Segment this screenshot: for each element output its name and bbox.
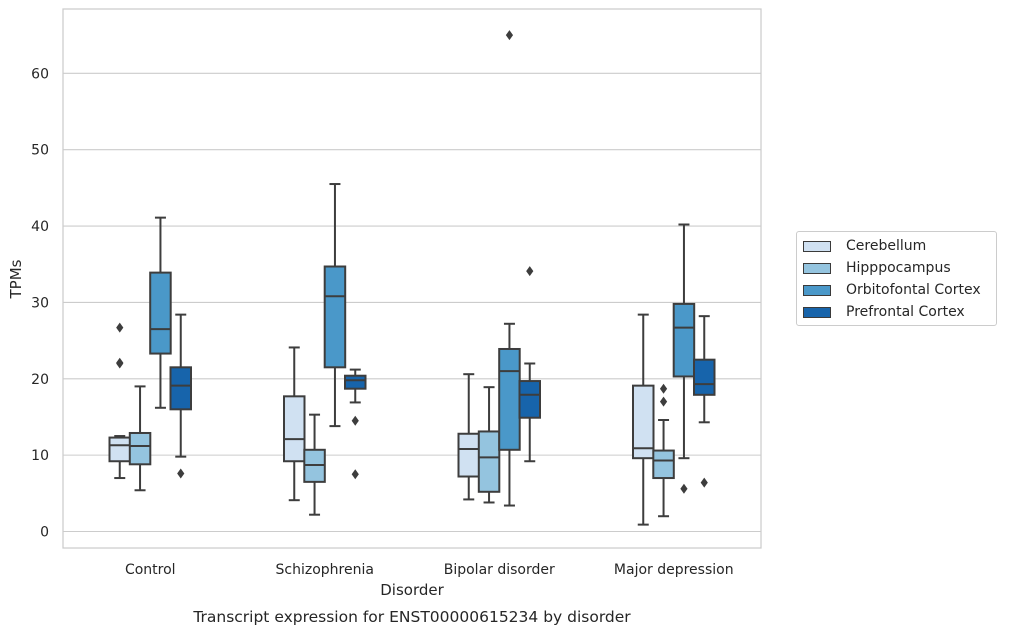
box-body	[518, 380, 541, 419]
y-tick-label: 40	[31, 219, 49, 235]
legend-label: Hipppocampus	[846, 260, 951, 276]
outlier-point	[526, 266, 534, 277]
box-orbitofontal-cortex	[672, 223, 696, 494]
box-hipppocampus	[128, 385, 152, 492]
box-cerebellum	[632, 313, 655, 526]
y-tick-label: 60	[31, 66, 49, 82]
outlier-point	[659, 396, 668, 407]
box-body	[283, 395, 306, 463]
x-tick-label: Control	[125, 562, 176, 578]
legend-item-prefrontal-cortex: Prefrontal Cortex	[803, 302, 965, 322]
box-body	[632, 384, 655, 460]
box-body	[128, 431, 152, 466]
y-tick-labels: 0 10 20 30 40 50 60	[31, 66, 49, 540]
outlier-point	[680, 483, 688, 494]
legend: Cerebellum Hipppocampus Orbitofontal Cor…	[796, 231, 997, 326]
x-tick-label: Bipolar disorder	[444, 562, 555, 578]
box-body	[477, 430, 501, 493]
box-body	[652, 449, 675, 480]
outlier-point	[116, 358, 124, 369]
y-tick-label: 50	[31, 143, 49, 159]
outlier-point	[700, 477, 708, 488]
legend-label: Prefrontal Cortex	[846, 304, 965, 320]
outlier-point	[351, 415, 359, 426]
legend-item-hippocampus: Hipppocampus	[803, 258, 951, 278]
box-prefrontal-cortex	[344, 368, 367, 480]
legend-label: Orbitofontal Cortex	[846, 282, 981, 298]
y-tick-label: 0	[40, 525, 49, 541]
legend-item-orbitofontal-cortex: Orbitofontal Cortex	[803, 280, 981, 300]
box-orbitofontal-cortex	[149, 216, 172, 409]
box-hipppocampus	[652, 383, 675, 518]
legend-item-cerebellum: Cerebellum	[803, 236, 926, 256]
box-orbitofontal-cortex	[498, 30, 521, 507]
box-body	[693, 358, 716, 396]
x-tick-label: Schizophrenia	[276, 562, 374, 578]
outlier-point	[116, 322, 124, 333]
legend-swatch	[803, 306, 831, 318]
box-body	[498, 347, 521, 451]
box-body	[169, 366, 192, 411]
x-tick-labels: Control Schizophrenia Bipolar disorder Majo…	[125, 562, 734, 578]
outlier-point	[177, 468, 185, 479]
y-tick-label: 10	[31, 448, 49, 464]
outlier-point	[505, 30, 514, 41]
outlier-point	[351, 469, 359, 480]
box-prefrontal-cortex	[169, 313, 192, 479]
y-tick-label: 20	[31, 372, 49, 388]
legend-swatch	[803, 240, 831, 252]
plot-marks	[108, 30, 716, 526]
box-cerebellum	[108, 322, 131, 480]
box-body	[108, 436, 131, 463]
outlier-point	[659, 383, 668, 394]
legend-swatch	[803, 262, 831, 274]
box-prefrontal-cortex	[693, 315, 716, 488]
box-body	[672, 302, 696, 378]
box-hipppocampus	[303, 413, 326, 516]
plot-frame	[62, 8, 762, 549]
legend-swatch	[803, 284, 831, 296]
y-axis-label: TPMs	[7, 259, 25, 299]
y-tick-label: 30	[31, 295, 49, 311]
box-prefrontal-cortex	[518, 266, 541, 463]
box-orbitofontal-cortex	[323, 183, 347, 428]
chart-title: Transcript expression for ENST0000061523…	[192, 608, 631, 626]
box-body	[344, 374, 367, 390]
box-hipppocampus	[477, 386, 501, 504]
box-body	[149, 271, 172, 355]
box-body	[323, 265, 347, 369]
x-axis-label: Disorder	[380, 581, 444, 599]
x-tick-label: Major depression	[614, 562, 734, 578]
box-cerebellum	[283, 346, 306, 502]
box-body	[457, 432, 480, 478]
box-cerebellum	[457, 373, 480, 501]
legend-label: Cerebellum	[846, 238, 927, 254]
